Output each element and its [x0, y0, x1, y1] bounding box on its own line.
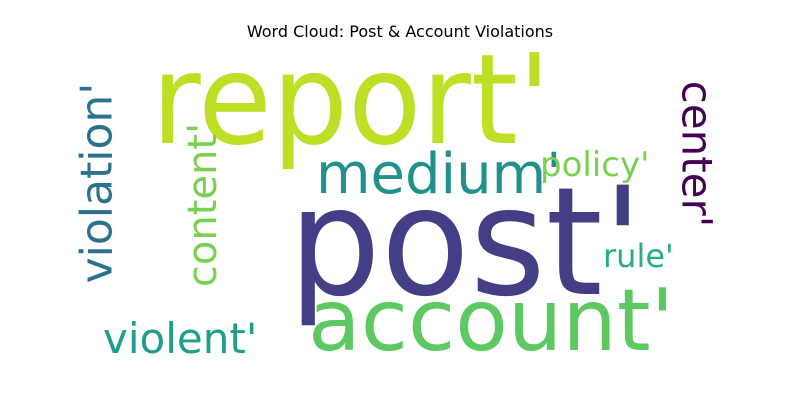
word-center: center' [672, 80, 722, 228]
word-policy: policy' [540, 145, 650, 185]
word-content: content' [180, 122, 227, 288]
word-post: post' [288, 156, 643, 330]
word-account: account' [308, 271, 675, 371]
word-rule: rule' [603, 237, 674, 275]
word-violation: violation' [71, 82, 123, 284]
word-violent: violent' [103, 314, 258, 363]
word-report: report' [151, 28, 551, 173]
chart-title: Word Cloud: Post & Account Violations [246, 22, 554, 41]
word-medium: medium' [316, 142, 562, 207]
